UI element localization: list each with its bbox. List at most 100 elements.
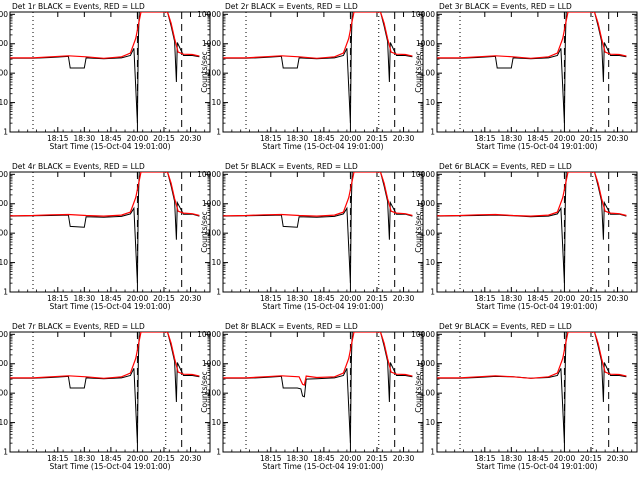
events-series-line	[437, 172, 627, 284]
x-tick-label: 18:15	[260, 294, 282, 303]
x-tick-label: 20:30	[180, 454, 202, 463]
y-axis-label: Counts/sec	[200, 371, 209, 412]
chart-panel-5: Det 5r BLACK = Events, RED = LLD 1 10 100 10…	[197, 162, 424, 311]
lld-series-line	[10, 332, 200, 379]
x-tick-label: 20:00	[554, 454, 576, 463]
x-axis-label: Start Time (15-Oct-04 19:01:00)	[476, 462, 597, 471]
y-tick-label: 10	[425, 98, 435, 107]
y-tick-label: 1	[216, 288, 221, 297]
events-series-line	[223, 332, 413, 444]
y-tick-label: 1	[430, 448, 435, 457]
y-tick-label: 1	[430, 128, 435, 137]
y-tick-label: 100	[421, 389, 436, 398]
plot-frame	[222, 171, 424, 293]
y-tick-label: 10000	[0, 10, 8, 19]
y-tick-label: 1000	[202, 199, 221, 208]
x-tick-label: 18:15	[260, 134, 282, 143]
x-tick-label: 18:45	[100, 294, 122, 303]
y-tick-label: 10000	[411, 170, 435, 179]
x-tick-label: 18:15	[474, 134, 496, 143]
x-tick-label: 18:30	[287, 294, 309, 303]
y-tick-label: 10000	[197, 10, 221, 19]
y-tick-label: 1	[216, 128, 221, 137]
y-tick-label: 10000	[197, 170, 221, 179]
x-tick-label: 18:45	[527, 294, 549, 303]
chart-panel-6: Det 6r BLACK = Events, RED = LLD 1 10 100 10…	[411, 162, 638, 311]
x-tick-label: 20:30	[393, 134, 415, 143]
x-tick-label: 18:45	[100, 454, 122, 463]
plot-frame	[436, 11, 638, 133]
x-tick-label: 20:00	[340, 454, 362, 463]
x-axis-label: Start Time (15-Oct-04 19:01:00)	[49, 302, 170, 311]
x-tick-label: 18:15	[47, 294, 69, 303]
panel-title: Det 6r BLACK = Events, RED = LLD	[439, 162, 572, 171]
x-tick-label: 20:00	[340, 294, 362, 303]
y-tick-label: 100	[0, 389, 8, 398]
lld-series-line	[437, 172, 627, 217]
chart-panel-1: Det 1r BLACK = Events, RED = LLD 1 10 100 10…	[0, 2, 211, 151]
y-tick-label: 1000	[416, 39, 435, 48]
x-tick-label: 18:30	[501, 134, 523, 143]
y-tick-label: 10	[0, 98, 8, 107]
events-series-line	[10, 332, 200, 444]
x-tick-label: 18:45	[313, 294, 335, 303]
x-tick-label: 18:45	[527, 454, 549, 463]
x-axis-label: Start Time (15-Oct-04 19:01:00)	[49, 462, 170, 471]
lld-series-line	[10, 12, 200, 59]
x-tick-label: 20:15	[366, 134, 388, 143]
panel-title: Det 1r BLACK = Events, RED = LLD	[12, 2, 145, 11]
plot-frame	[9, 331, 211, 453]
plot-frame	[222, 331, 424, 453]
x-tick-label: 20:00	[127, 294, 149, 303]
chart-panel-7: Det 7r BLACK = Events, RED = LLD 1 10 100 10…	[0, 322, 211, 471]
y-tick-label: 10	[211, 98, 221, 107]
lld-series-line	[437, 12, 627, 59]
x-tick-label: 18:15	[474, 454, 496, 463]
y-tick-label: 1	[3, 128, 8, 137]
panel-title: Det 7r BLACK = Events, RED = LLD	[12, 322, 145, 331]
y-tick-label: 1000	[0, 39, 8, 48]
plot-frame	[436, 331, 638, 453]
x-axis-label: Start Time (15-Oct-04 19:01:00)	[49, 142, 170, 151]
x-tick-label: 18:30	[74, 134, 96, 143]
y-tick-label: 10000	[197, 330, 221, 339]
x-tick-label: 18:30	[501, 454, 523, 463]
y-tick-label: 10	[425, 418, 435, 427]
y-tick-label: 100	[0, 229, 8, 238]
x-tick-label: 20:30	[393, 454, 415, 463]
panel-title: Det 9r BLACK = Events, RED = LLD	[439, 322, 572, 331]
x-tick-label: 18:45	[100, 134, 122, 143]
y-tick-label: 1000	[416, 199, 435, 208]
chart-panel-2: Det 2r BLACK = Events, RED = LLD 1 10 100 10…	[197, 2, 424, 151]
x-tick-label: 18:30	[287, 134, 309, 143]
y-tick-label: 10	[211, 418, 221, 427]
x-axis-label: Start Time (15-Oct-04 19:01:00)	[476, 302, 597, 311]
y-tick-label: 1000	[202, 359, 221, 368]
x-tick-label: 20:30	[607, 454, 629, 463]
chart-panel-4: Det 4r BLACK = Events, RED = LLD 1 10 100 10…	[0, 162, 211, 311]
x-tick-label: 20:15	[366, 294, 388, 303]
y-tick-label: 100	[207, 229, 222, 238]
x-tick-label: 20:30	[393, 294, 415, 303]
y-axis-label: Counts/sec	[414, 211, 423, 252]
events-series-line	[437, 12, 627, 124]
x-tick-label: 18:30	[501, 294, 523, 303]
lld-series-line	[10, 172, 200, 217]
x-axis-label: Start Time (15-Oct-04 19:01:00)	[476, 142, 597, 151]
x-tick-label: 18:45	[313, 134, 335, 143]
y-tick-label: 100	[0, 69, 8, 78]
y-tick-label: 1	[216, 448, 221, 457]
lld-series-line	[223, 332, 413, 386]
y-tick-label: 10	[211, 258, 221, 267]
plot-frame	[9, 171, 211, 293]
y-tick-label: 10	[425, 258, 435, 267]
y-tick-label: 1	[3, 288, 8, 297]
y-tick-label: 1000	[416, 359, 435, 368]
x-tick-label: 20:30	[180, 294, 202, 303]
y-axis-label: Counts/sec	[200, 211, 209, 252]
panel-title: Det 4r BLACK = Events, RED = LLD	[12, 162, 145, 171]
plot-frame	[9, 11, 211, 133]
x-tick-label: 18:15	[47, 454, 69, 463]
events-series-line	[437, 332, 627, 444]
